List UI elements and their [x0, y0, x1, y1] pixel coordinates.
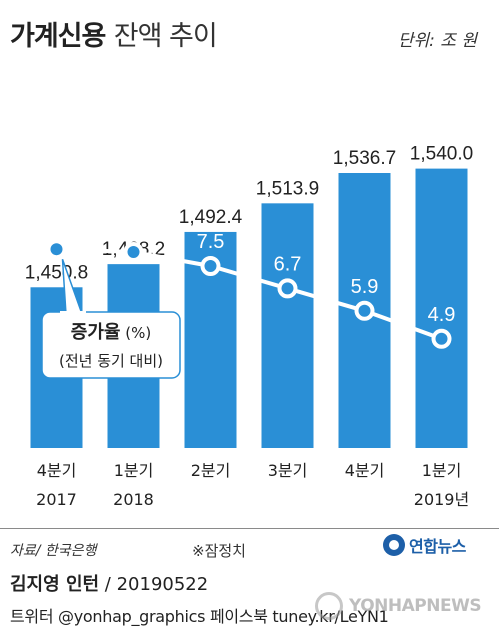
x-tick-label: 2분기	[191, 461, 231, 480]
yonhap-logo-text: 연합뉴스	[409, 537, 466, 556]
watermark-text: YONHAPNEWS	[349, 596, 482, 616]
x-tick-year-label: 2017	[36, 490, 77, 509]
title-sub: 잔액 추이	[113, 21, 218, 52]
watermark-icon	[315, 592, 343, 620]
x-tick-year-label: 2019년	[414, 490, 469, 509]
bar-value-label: 1,492.4	[179, 207, 243, 228]
callout-box	[41, 311, 181, 379]
provisional-note: ※잠정치	[192, 542, 246, 560]
growth-value-label: 4.9	[428, 304, 456, 326]
growth-line	[56, 247, 443, 341]
callout-joint	[60, 311, 86, 315]
chart-area: 1,450.81,468.21,492.41,513.91,536.71,540…	[25, 144, 473, 509]
x-tick-label: 3분기	[268, 461, 308, 480]
x-tick-label: 4분기	[345, 461, 385, 480]
bar-value-label: 1,450.8	[25, 262, 88, 283]
growth-value-label: 6.7	[274, 253, 302, 275]
bar-value-label: 1,540.0	[410, 144, 473, 165]
yonhap-logo: 연합뉴스	[383, 533, 466, 557]
x-tick-year-label: 2018	[113, 490, 154, 509]
bar-value-label: 1,513.9	[256, 178, 319, 199]
title-main: 가계신용	[10, 21, 106, 52]
yonhap-logo-icon	[383, 534, 405, 556]
unit-label: 단위: 조 원	[397, 31, 477, 51]
growth-marker	[123, 242, 144, 262]
author-credit: 김지영 인턴 / 20190522	[10, 570, 208, 596]
yonhap-watermark: YONHAPNEWS	[315, 592, 482, 620]
growth-marker	[200, 256, 221, 276]
social-credit: 트위터 @yonhap_graphics 페이스북 tuney.kr/LeYN1	[10, 607, 389, 626]
x-tick-label: 1분기	[422, 461, 462, 480]
growth-value-label: 8.0	[120, 217, 148, 239]
growth-marker	[431, 328, 452, 349]
x-tick-label: 4분기	[37, 461, 77, 480]
growth-marker	[46, 239, 67, 260]
legend-title: 증가율 (%)	[71, 322, 151, 343]
legend-unit: (%)	[120, 324, 151, 342]
growth-marker	[354, 300, 375, 321]
growth-marker	[277, 278, 298, 299]
legend-title-text: 증가율	[71, 322, 121, 343]
x-tick-label: 1분기	[114, 461, 154, 480]
legend-desc: (전년 동기 대비)	[59, 352, 163, 370]
bar	[261, 203, 314, 448]
growth-value-label: 7.5	[197, 231, 225, 253]
footer-divider	[0, 528, 499, 529]
source-label: 자료/ 한국은행	[10, 543, 97, 559]
bar	[415, 168, 468, 448]
author-name: 김지영 인턴	[10, 574, 100, 595]
author-date: / 20190522	[99, 574, 209, 595]
growth-value-label: 5.9	[351, 276, 379, 298]
bar-value-label: 1,536.7	[333, 148, 396, 169]
chart-title: 가계신용 잔액 추이	[10, 14, 218, 53]
growth-value-label: 8.1	[43, 214, 71, 236]
